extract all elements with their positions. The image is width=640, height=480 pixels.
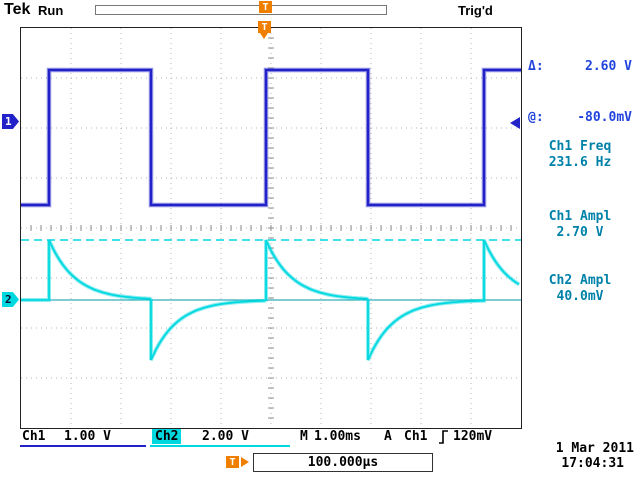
ch1-position-marker: 1 bbox=[2, 114, 19, 129]
trigger-position-marker-graticule: T bbox=[258, 21, 271, 39]
trigger-position-readout: 100.000µs bbox=[253, 453, 433, 472]
acquisition-status: Run bbox=[38, 3, 64, 18]
measurement-value: 231.6 Hz bbox=[548, 155, 612, 170]
trigger-delay-icon: T bbox=[226, 456, 239, 468]
tek-logo: Tek bbox=[4, 1, 31, 18]
ch2-scale: 2.00 V bbox=[202, 429, 249, 444]
ch1-underline bbox=[20, 445, 146, 447]
at-value: -80.0mV bbox=[577, 110, 632, 125]
ch1-marker-label: 1 bbox=[5, 115, 12, 128]
ch2-marker-label: 2 bbox=[5, 293, 12, 306]
measurement-value: 40.0mV bbox=[556, 289, 604, 304]
cursor-readout: Δ: 2.60 V @: -80.0mV bbox=[528, 24, 632, 160]
delta-value: 2.60 V bbox=[585, 59, 632, 74]
measurement-ch1-ampl: Ch1 Ampl 2.70 V bbox=[522, 209, 638, 241]
delta-label: Δ: bbox=[528, 59, 544, 74]
trigger-status: Trig'd bbox=[458, 3, 493, 18]
trigger-source-label: A bbox=[384, 429, 392, 444]
measurement-value: 2.70 V bbox=[556, 225, 604, 240]
timebase-value: 1.00ms bbox=[314, 429, 361, 444]
datetime-readout: 1 Mar 2011 17:04:31 bbox=[498, 441, 634, 471]
measurement-label: Ch2 Ampl bbox=[548, 273, 612, 288]
trigger-source: Ch1 bbox=[404, 429, 428, 444]
trigger-position-value: 100.000µs bbox=[307, 455, 379, 470]
ch2-trace bbox=[21, 239, 520, 361]
trigger-marker-letter: T bbox=[261, 21, 268, 33]
ch2-position-marker: 2 bbox=[2, 292, 19, 307]
record-view-bar bbox=[95, 5, 387, 15]
measurement-ch2-ampl: Ch2 Ampl 40.0mV bbox=[522, 273, 638, 305]
time-text: 17:04:31 bbox=[561, 456, 624, 471]
arrow-right-icon bbox=[241, 457, 249, 467]
cursor-at-line: @: -80.0mV bbox=[528, 109, 632, 126]
trigger-level: 120mV bbox=[453, 429, 493, 444]
measurement-ch1-freq: Ch1 Freq 231.6 Hz bbox=[522, 139, 638, 171]
graticule bbox=[20, 27, 522, 429]
timebase-label: M bbox=[300, 429, 308, 444]
ch1-label: Ch1 bbox=[22, 429, 46, 444]
date-text: 1 Mar 2011 bbox=[555, 441, 634, 456]
trigger-level-arrow bbox=[510, 117, 520, 129]
cursor-delta-line: Δ: 2.60 V bbox=[528, 58, 632, 75]
ch2-label: Ch2 bbox=[152, 429, 182, 444]
measurement-label: Ch1 Freq bbox=[548, 139, 612, 154]
trigger-position-marker-top: T bbox=[259, 1, 272, 13]
waveform-svg bbox=[21, 28, 521, 428]
trigger-marker-letter: T bbox=[262, 1, 269, 13]
rising-edge-icon bbox=[439, 430, 448, 444]
ch2-underline bbox=[150, 445, 290, 447]
at-label: @: bbox=[528, 110, 544, 125]
trigger-marker-letter: T bbox=[229, 456, 236, 468]
ch1-trace bbox=[21, 68, 521, 207]
measurement-label: Ch1 Ampl bbox=[548, 209, 612, 224]
ch1-scale: 1.00 V bbox=[64, 429, 111, 444]
